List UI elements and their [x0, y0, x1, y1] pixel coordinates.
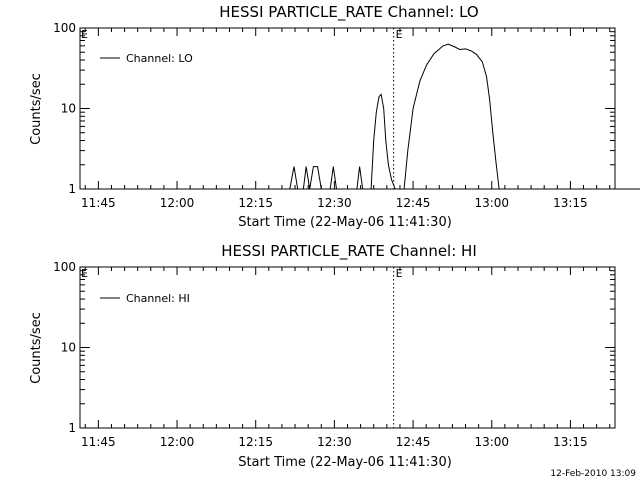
- x-tick-label: 12:45: [396, 435, 431, 449]
- x-tick-label: 12:30: [317, 196, 352, 210]
- legend-entry: Channel: HI: [126, 292, 190, 305]
- marker-label: E: [81, 267, 88, 280]
- marker-lines: ESEE: [81, 28, 403, 189]
- y-axis-label: Counts/sec: [29, 312, 44, 384]
- panel-lo: HESSI PARTICLE_RATE Channel: LO ESEE 11:…: [29, 3, 640, 230]
- x-tick-label: 13:15: [553, 196, 588, 210]
- y-tick-label: 10: [61, 102, 76, 116]
- y-axis-ticks: 1 10 100: [53, 21, 615, 196]
- x-tick-label: 12:15: [238, 196, 273, 210]
- x-tick-label: 12:45: [396, 196, 431, 210]
- y-tick-label: 1: [68, 182, 76, 196]
- x-tick-label: 12:00: [160, 435, 195, 449]
- x-tick-label: 13:00: [474, 435, 509, 449]
- legend: Channel: LO: [100, 52, 193, 65]
- series-group: [289, 43, 640, 190]
- x-axis-ticks: 11:45 12:00 12:15 12:30 12:45 13:00 13:15: [81, 267, 611, 449]
- y-tick-label: 100: [53, 260, 76, 274]
- panel-hi: HESSI PARTICLE_RATE Channel: HI ESEE 11:…: [29, 242, 616, 470]
- x-tick-label: 13:15: [553, 435, 588, 449]
- y-tick-label: 10: [61, 341, 76, 355]
- chart-title: HESSI PARTICLE_RATE Channel: LO: [219, 3, 478, 22]
- marker-label: E: [81, 28, 88, 41]
- x-axis-label: Start Time (22-May-06 11:41:30): [238, 215, 452, 230]
- x-tick-label: 11:45: [81, 196, 116, 210]
- y-axis-label: Counts/sec: [29, 73, 44, 145]
- legend-entry: Channel: LO: [126, 52, 193, 65]
- chart-title: HESSI PARTICLE_RATE Channel: HI: [221, 242, 477, 261]
- marker-lines: ESEE: [81, 267, 403, 428]
- marker-label: E: [396, 28, 403, 41]
- x-tick-label: 12:30: [317, 435, 352, 449]
- y-tick-label: 1: [68, 421, 76, 435]
- x-tick-label: 13:00: [474, 196, 509, 210]
- y-axis-ticks: 1 10 100: [53, 260, 615, 435]
- x-tick-label: 12:00: [160, 196, 195, 210]
- x-axis-ticks: 11:45 12:00 12:15 12:30 12:45 13:00 13:15: [81, 28, 611, 210]
- footer-timestamp: 12-Feb-2010 13:09: [550, 469, 636, 479]
- x-axis-label: Start Time (22-May-06 11:41:30): [238, 455, 452, 470]
- legend: Channel: HI: [100, 292, 190, 305]
- y-tick-label: 100: [53, 21, 76, 35]
- marker-label: E: [396, 267, 403, 280]
- series-line: [289, 43, 640, 190]
- x-tick-label: 12:15: [238, 435, 273, 449]
- x-tick-label: 11:45: [81, 435, 116, 449]
